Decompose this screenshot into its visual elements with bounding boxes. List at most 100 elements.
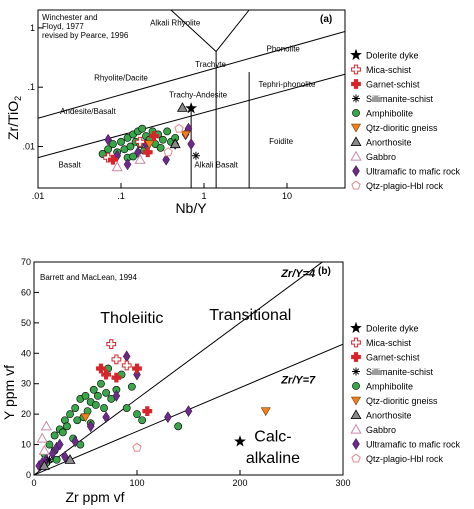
legend-item: Dolerite dyke — [350, 321, 419, 334]
qtz_plagio-legend-marker — [351, 180, 361, 190]
legend-label: Anorthosite — [366, 138, 412, 148]
y-tick-label: 40 — [21, 348, 31, 358]
x-tick-label: .1 — [117, 191, 125, 201]
amphibolite-point — [159, 135, 167, 144]
legend-item: Mica-schist — [351, 64, 412, 75]
amphibolite-point — [45, 440, 54, 449]
amphibolite-point — [73, 416, 82, 425]
legend-label: Dolerite dyke — [366, 51, 419, 61]
anorthosite-point — [64, 454, 76, 464]
dolerite-legend-marker — [350, 321, 362, 333]
gabbro-point — [36, 432, 48, 443]
legend-label: Qtz-dioritic gneiss — [366, 123, 438, 133]
amphibolite-point — [52, 455, 61, 464]
legend-label: Ultramafic to mafic rock — [366, 440, 461, 450]
panel-a-y-axis-label: Zr/TiO2 — [5, 96, 23, 140]
ultramafic-point — [104, 133, 112, 146]
garnet_schist-point — [142, 147, 153, 158]
amphibolite-point — [123, 133, 132, 142]
gabbro-point — [111, 161, 123, 172]
panel-b-field-labels: Zr/Y=4 Zr/Y=7 Tholeiitic Transitional Calc-a… — [100, 268, 316, 467]
mica_schist-point — [135, 136, 146, 147]
qtz_dioritic-point — [80, 413, 91, 423]
field-label: Trachy-Andesite — [169, 91, 228, 100]
mica_schist-point — [106, 339, 117, 350]
ultramafic-point — [61, 450, 69, 463]
ultramafic-legend-marker — [352, 438, 360, 450]
gabbro-point — [38, 444, 50, 455]
panel-a-note-line-2: Floyd, 1977 — [42, 22, 84, 31]
panel-a-x-axis-label: Nb/Y — [175, 200, 207, 216]
legend-panel-b: Dolerite dyke Mica-schist Garnet-schist Sil… — [350, 321, 461, 464]
amphibolite-point — [126, 142, 135, 151]
amphibolite-legend-marker — [352, 109, 360, 117]
x-tick-label: 100 — [129, 478, 144, 488]
ultramafic-point — [122, 350, 131, 363]
legend-item: Qtz-dioritic gneiss — [350, 396, 438, 406]
panel-b-ticks: 0 100 200 300 0 10 20 30 40 50 60 70 — [21, 257, 351, 488]
mica_schist-point — [111, 354, 122, 365]
panel-a: Alkali Rhyolite Phonolite Trachyte Rhyolite… — [5, 9, 346, 216]
field-boundary-0 — [38, 30, 345, 119]
amphibolite-point — [156, 143, 165, 152]
panel-b-label: (b) — [318, 266, 331, 277]
field-label: Rhyolite/Dacite — [94, 73, 148, 82]
legend-label: Sillimanite-schist — [366, 94, 434, 104]
legend-item: Anorthosite — [350, 136, 412, 148]
dolerite-point — [234, 435, 246, 447]
amphibolite-point — [122, 404, 131, 412]
mica_schist-point — [121, 360, 132, 371]
panel-a-points — [98, 102, 200, 172]
legend-item: Qtz-plagio-Hbl rock — [351, 180, 444, 191]
legend-item: Qtz-dioritic gneiss — [350, 123, 438, 133]
field-label: Foidite — [269, 137, 294, 146]
legend-label: Amphibolite — [366, 109, 413, 119]
legend-item: Dolerite dyke — [350, 48, 419, 61]
field-label: Basalt — [58, 161, 81, 170]
legend-label: Qtz-plagio-Hbl rock — [366, 181, 444, 191]
sillimanite-point — [191, 151, 200, 160]
legend-label: Gabbro — [366, 425, 396, 435]
y-tick-label: .1 — [27, 82, 35, 92]
legend-item: Ultramafic to mafic rock — [352, 165, 461, 177]
legend-item: Gabbro — [350, 150, 396, 162]
y-tick-label: 10 — [21, 440, 31, 450]
field-boundary-3 — [215, 10, 250, 52]
qtz_plagio-point — [163, 147, 173, 157]
gabbro-point — [134, 153, 146, 164]
amphibolite-point — [58, 428, 67, 437]
panel-a-y-axis-label-subscript: 2 — [13, 96, 23, 101]
sillimanite-legend-marker — [352, 94, 360, 103]
amphibolite-point — [93, 391, 102, 400]
amphibolite-point — [100, 404, 108, 412]
panel-a-note-line-3: revised by Pearce, 1996 — [42, 31, 129, 40]
x-tick-label: 10 — [282, 191, 292, 201]
ultramafic-point — [164, 411, 172, 424]
anorthosite-point — [38, 460, 50, 470]
legend-item: Ultramafic to mafic rock — [352, 438, 461, 450]
garnet_schist-point — [108, 154, 118, 165]
y-tick-label: 30 — [21, 379, 31, 389]
qtz_dioritic-point — [260, 407, 271, 417]
gabbro-point — [40, 420, 53, 431]
x-tick-label: 0 — [31, 478, 36, 488]
dolerite-legend-marker — [350, 48, 362, 60]
dolerite-point — [185, 102, 197, 114]
ultramafic-point — [184, 405, 193, 418]
legend-item: Sillimanite-schist — [352, 367, 434, 377]
field-label: Andesite/Basalt — [60, 107, 116, 116]
field-label: Calc- — [254, 429, 291, 446]
panel-a-ticks: .01 .1 1 10 .01 .1 1 — [22, 23, 292, 201]
amphibolite-point — [133, 410, 141, 419]
anorthosite-point — [169, 138, 181, 149]
legend-label: Gabbro — [366, 152, 396, 162]
legend-item: Mica-schist — [351, 337, 412, 348]
ultramafic-point — [71, 435, 79, 448]
anorthosite-point — [176, 102, 188, 112]
legend-label: Qtz-plagio-Hbl rock — [366, 454, 444, 464]
panel-a-field-labels: Alkali Rhyolite Phonolite Trachyte Rhyolite… — [58, 18, 316, 169]
field-label: alkaline — [246, 450, 300, 467]
x-tick-label: 200 — [232, 478, 247, 488]
gabbro-legend-marker — [350, 423, 362, 434]
y-tick-label: .01 — [22, 142, 35, 152]
